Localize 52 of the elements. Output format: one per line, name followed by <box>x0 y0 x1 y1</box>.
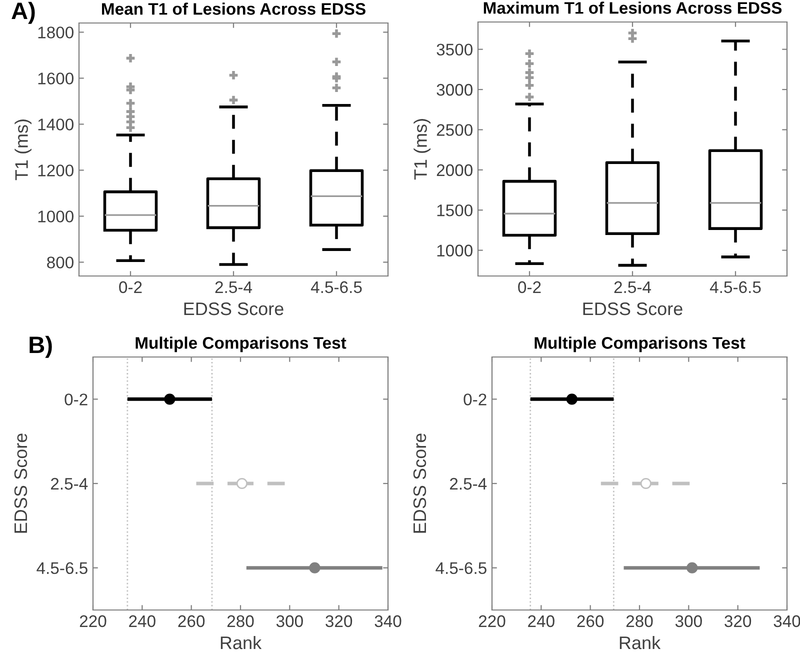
y-tick-label: 2.5-4 <box>50 478 88 490</box>
y-tick-label: 0-2 <box>464 394 486 406</box>
chart-title: Maximum T1 of Lesions Across EDSS <box>484 2 782 14</box>
y-tick-label: 4.5-6.5 <box>436 562 486 574</box>
chart-title: Mean T1 of Lesions Across EDSS <box>102 2 366 15</box>
y-axis-title: T1 (ms) <box>414 119 430 180</box>
x-tick-label: 240 <box>129 615 156 628</box>
y-axis-title: EDSS Score <box>14 434 28 533</box>
y-tick-label: 800 <box>47 256 74 268</box>
y-tick-label: 0-2 <box>64 394 88 406</box>
x-tick-label: 280 <box>626 615 653 628</box>
x-axis-title: Rank <box>220 636 262 650</box>
x-tick-label: 220 <box>478 615 506 628</box>
x-axis-title: EDSS Score <box>184 302 284 316</box>
y-tick-label: 2000 <box>436 164 472 176</box>
x-tick-label: 340 <box>374 615 402 628</box>
x-tick-label: 4.5-6.5 <box>710 281 761 294</box>
x-tick-label: 2.5-4 <box>215 281 252 294</box>
chart-title: Multiple Comparisons Test <box>136 336 346 352</box>
x-tick-label: 340 <box>774 615 800 628</box>
y-tick-label: 4.5-6.5 <box>36 562 88 574</box>
y-tick-label: 1000 <box>38 210 74 222</box>
y-axis-title: T1 (ms) <box>14 120 32 180</box>
text: A) <box>12 2 35 24</box>
x-tick-label: 260 <box>178 615 205 628</box>
y-tick-label: 2.5-4 <box>450 478 487 490</box>
x-axis-title: Rank <box>620 636 661 650</box>
x-axis-title: EDSS Score <box>583 302 682 316</box>
x-tick-label: 2.5-4 <box>614 281 652 294</box>
x-tick-label: 220 <box>80 615 106 628</box>
y-axis-title: EDSS Score <box>413 434 426 533</box>
y-tick-label: 1000 <box>437 244 472 256</box>
x-tick-label: 0-2 <box>518 281 541 294</box>
chart-title: Multiple Comparisons Test <box>534 336 746 352</box>
x-tick-label: 320 <box>724 615 752 628</box>
x-tick-label: 300 <box>276 615 303 628</box>
x-tick-label: 260 <box>577 615 604 628</box>
y-tick-label: 1800 <box>38 26 74 38</box>
y-tick-label: 2500 <box>436 124 472 136</box>
y-tick-label: 1500 <box>437 204 472 216</box>
text: B) <box>30 336 52 358</box>
y-tick-label: 1600 <box>38 72 74 84</box>
x-tick-label: 4.5-6.5 <box>310 281 362 294</box>
x-tick-label: 300 <box>675 615 702 628</box>
x-tick-label: 320 <box>326 615 352 628</box>
y-tick-label: 3500 <box>436 44 472 56</box>
y-tick-label: 1200 <box>38 164 74 176</box>
x-tick-label: 0-2 <box>119 281 142 294</box>
x-tick-label: 240 <box>528 615 554 628</box>
y-tick-label: 1400 <box>38 118 74 130</box>
y-tick-label: 3000 <box>436 84 472 96</box>
x-tick-label: 280 <box>227 615 254 628</box>
